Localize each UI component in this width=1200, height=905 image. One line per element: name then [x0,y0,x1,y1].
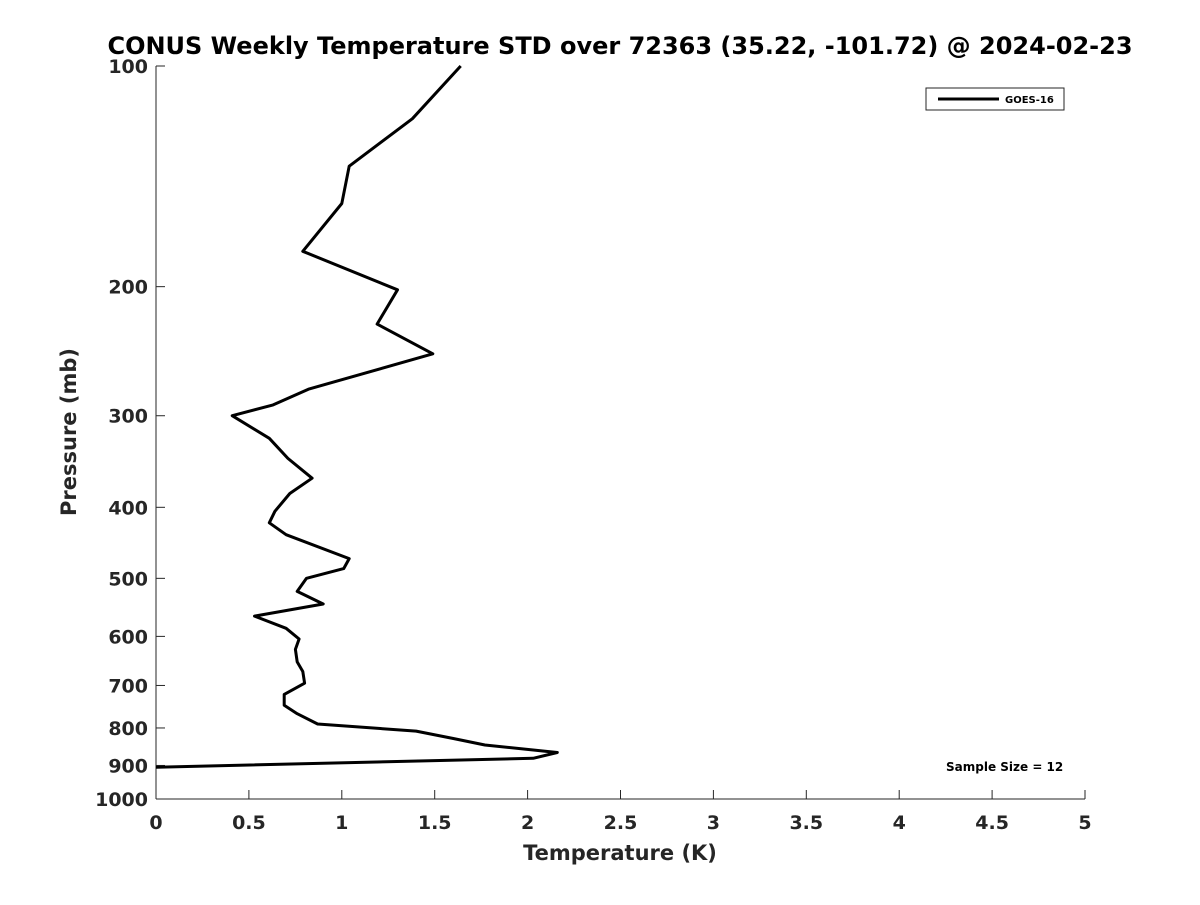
chart-title: CONUS Weekly Temperature STD over 72363 … [107,32,1132,60]
x-axis-ticks: 0 0.5 1 1.5 2 2.5 3 3.5 4 4.5 5 [149,790,1091,834]
x-tick-label: 4 [893,812,906,834]
legend: GOES-16 [926,88,1064,110]
x-tick-label: 3.5 [789,812,823,834]
y-tick-label: 200 [108,277,148,299]
x-tick-label: 1 [335,812,348,834]
sample-size-annotation: Sample Size = 12 [946,760,1063,774]
x-tick-label: 4.5 [975,812,1009,834]
y-axis-label: Pressure (mb) [57,348,81,516]
x-tick-label: 3 [707,812,720,834]
y-tick-label: 400 [108,497,148,519]
x-axis-label: Temperature (K) [523,841,717,865]
x-tick-label: 5 [1078,812,1091,834]
x-tick-label: 0.5 [232,812,266,834]
y-tick-label: 1000 [95,789,148,811]
y-tick-label: 700 [108,675,148,697]
y-tick-label: 300 [108,406,148,428]
y-tick-label: 600 [108,626,148,648]
y-tick-label: 500 [108,568,148,590]
x-tick-label: 2 [521,812,534,834]
series-layer [156,66,558,767]
legend-label-goes-16: GOES-16 [1005,95,1054,106]
y-tick-label: 900 [108,755,148,777]
x-tick-label: 1.5 [418,812,452,834]
series-line-goes-16 [156,66,557,767]
x-tick-label: 0 [149,812,162,834]
y-tick-label: 100 [108,56,148,78]
x-tick-label: 2.5 [604,812,638,834]
y-axis-ticks: 100 200 300 400 500 600 700 800 900 1000 [95,56,165,811]
y-tick-label: 800 [108,718,148,740]
